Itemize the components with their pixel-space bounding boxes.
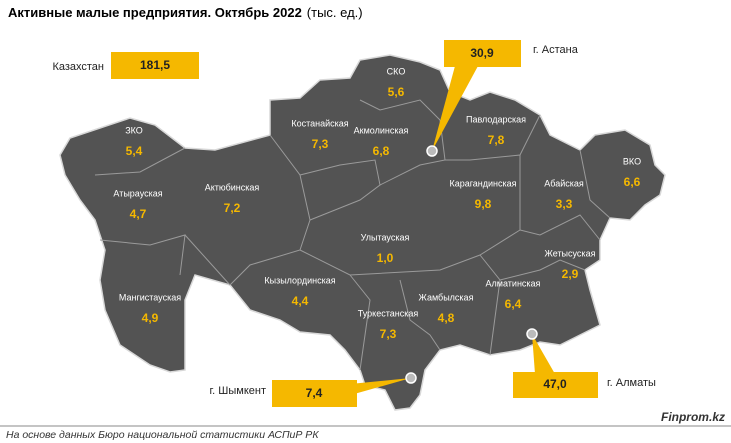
region-value: 2,9	[562, 267, 579, 281]
region-name: Кызылординская	[264, 275, 335, 285]
region-value: 5,4	[126, 144, 143, 158]
region-name: Атырауская	[113, 188, 162, 198]
title: Активные малые предприятия. Октябрь 2022…	[8, 5, 363, 20]
country-value: 181,5	[140, 58, 170, 72]
region-name: Мангистауская	[119, 292, 181, 302]
region-value: 4,7	[130, 207, 147, 221]
country-map	[59, 54, 666, 411]
region-name: Туркестанская	[358, 308, 419, 318]
almaty-pointer	[532, 334, 555, 374]
region-value: 4,9	[142, 311, 159, 325]
almaty-value: 47,0	[543, 377, 567, 391]
region-name: ВКО	[623, 156, 641, 166]
shymkent-label: г. Шымкент	[210, 385, 267, 397]
region-value: 4,8	[438, 311, 455, 325]
region-name: ЗКО	[125, 125, 143, 135]
region-name: Актюбинская	[205, 182, 260, 192]
region-name: Костанайская	[291, 118, 348, 128]
region-name: Акмолинская	[354, 125, 409, 135]
shymkent-pointer	[340, 378, 411, 398]
brand: Finprom.kz	[661, 410, 725, 424]
astana-label: г. Астана	[533, 44, 579, 56]
shymkent-value: 7,4	[306, 386, 323, 400]
region-name: Павлодарская	[466, 114, 526, 124]
region-name: Алматинская	[486, 278, 541, 288]
title-unit: (тыс. ед.)	[307, 5, 363, 20]
region-name: Улытауская	[361, 232, 410, 242]
region-name: Карагандинская	[449, 178, 516, 188]
shymkent-marker	[405, 372, 417, 384]
region-name: Жетысуская	[545, 248, 596, 258]
region-value: 5,6	[388, 85, 405, 99]
region-name: Абайская	[544, 178, 584, 188]
region-value: 7,3	[380, 327, 397, 341]
region-value: 4,4	[292, 294, 309, 308]
region-name: Жамбылская	[419, 292, 474, 302]
region-value: 9,8	[475, 197, 492, 211]
region-value: 7,2	[224, 201, 241, 215]
region-value: 6,8	[373, 144, 390, 158]
region-name: СКО	[387, 66, 406, 76]
title-main: Активные малые предприятия. Октябрь 2022	[8, 5, 302, 20]
source-note: На основе данных Бюро национальной стати…	[6, 429, 319, 441]
astana-value: 30,9	[470, 46, 494, 60]
region-value: 6,4	[505, 297, 522, 311]
astana-box	[444, 40, 521, 67]
shymkent-box	[272, 380, 357, 407]
region-borders	[94, 99, 611, 371]
astana-marker	[426, 145, 438, 157]
region-value: 7,8	[488, 133, 505, 147]
country-box	[111, 52, 199, 79]
region-value: 6,6	[624, 175, 641, 189]
almaty-label: г. Алматы	[607, 377, 656, 389]
region-value: 7,3	[312, 137, 329, 151]
astana-pointer	[432, 66, 478, 151]
country-label: Казахстан	[52, 61, 104, 73]
almaty-marker	[526, 328, 538, 340]
region-value: 1,0	[377, 251, 394, 265]
almaty-box	[513, 372, 598, 398]
region-value: 3,3	[556, 197, 573, 211]
